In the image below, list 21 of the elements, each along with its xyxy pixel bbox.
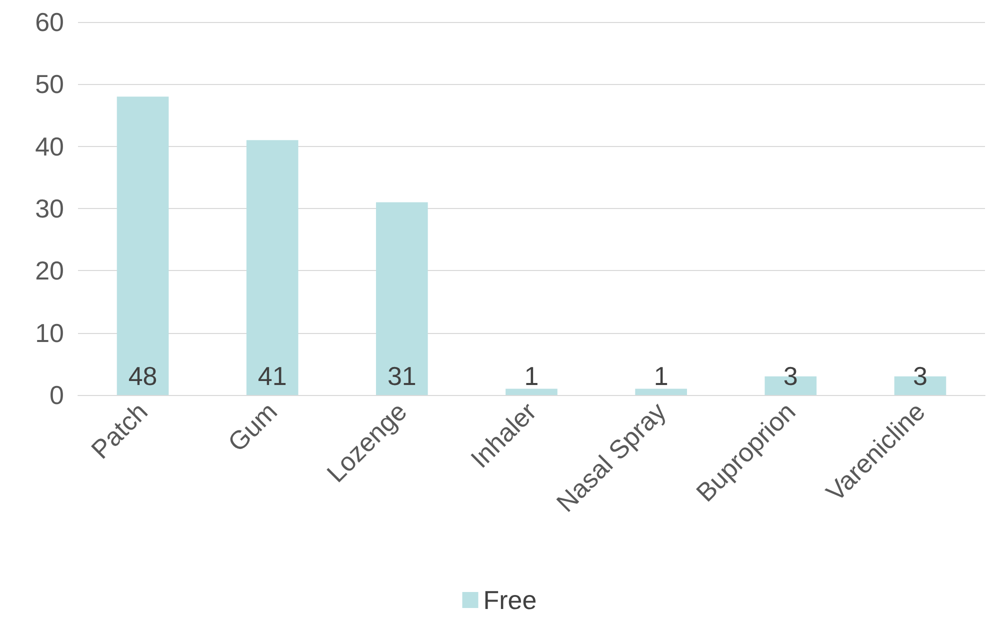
bar — [635, 388, 687, 395]
y-tick-label: 30 — [35, 194, 64, 224]
data-label: 1 — [654, 361, 668, 391]
data-label: 48 — [128, 361, 158, 391]
bar — [246, 140, 298, 395]
y-tick-label: 50 — [35, 69, 64, 100]
y-tick-label: 20 — [35, 256, 64, 286]
data-label: 3 — [783, 361, 798, 391]
data-label: 41 — [258, 361, 287, 391]
y-tick-label: 10 — [35, 318, 64, 348]
bar — [376, 202, 428, 395]
data-label: 31 — [387, 361, 416, 391]
data-label: 3 — [912, 361, 928, 391]
y-tick-label: 60 — [35, 7, 64, 37]
data-label: 1 — [524, 361, 539, 391]
bar — [506, 388, 558, 395]
x-tick-label: Gum — [222, 396, 283, 458]
y-tick-label: 0 — [50, 380, 64, 410]
y-tick-label: 40 — [35, 131, 64, 162]
legend-label: Free — [483, 585, 537, 615]
bar — [116, 96, 169, 395]
